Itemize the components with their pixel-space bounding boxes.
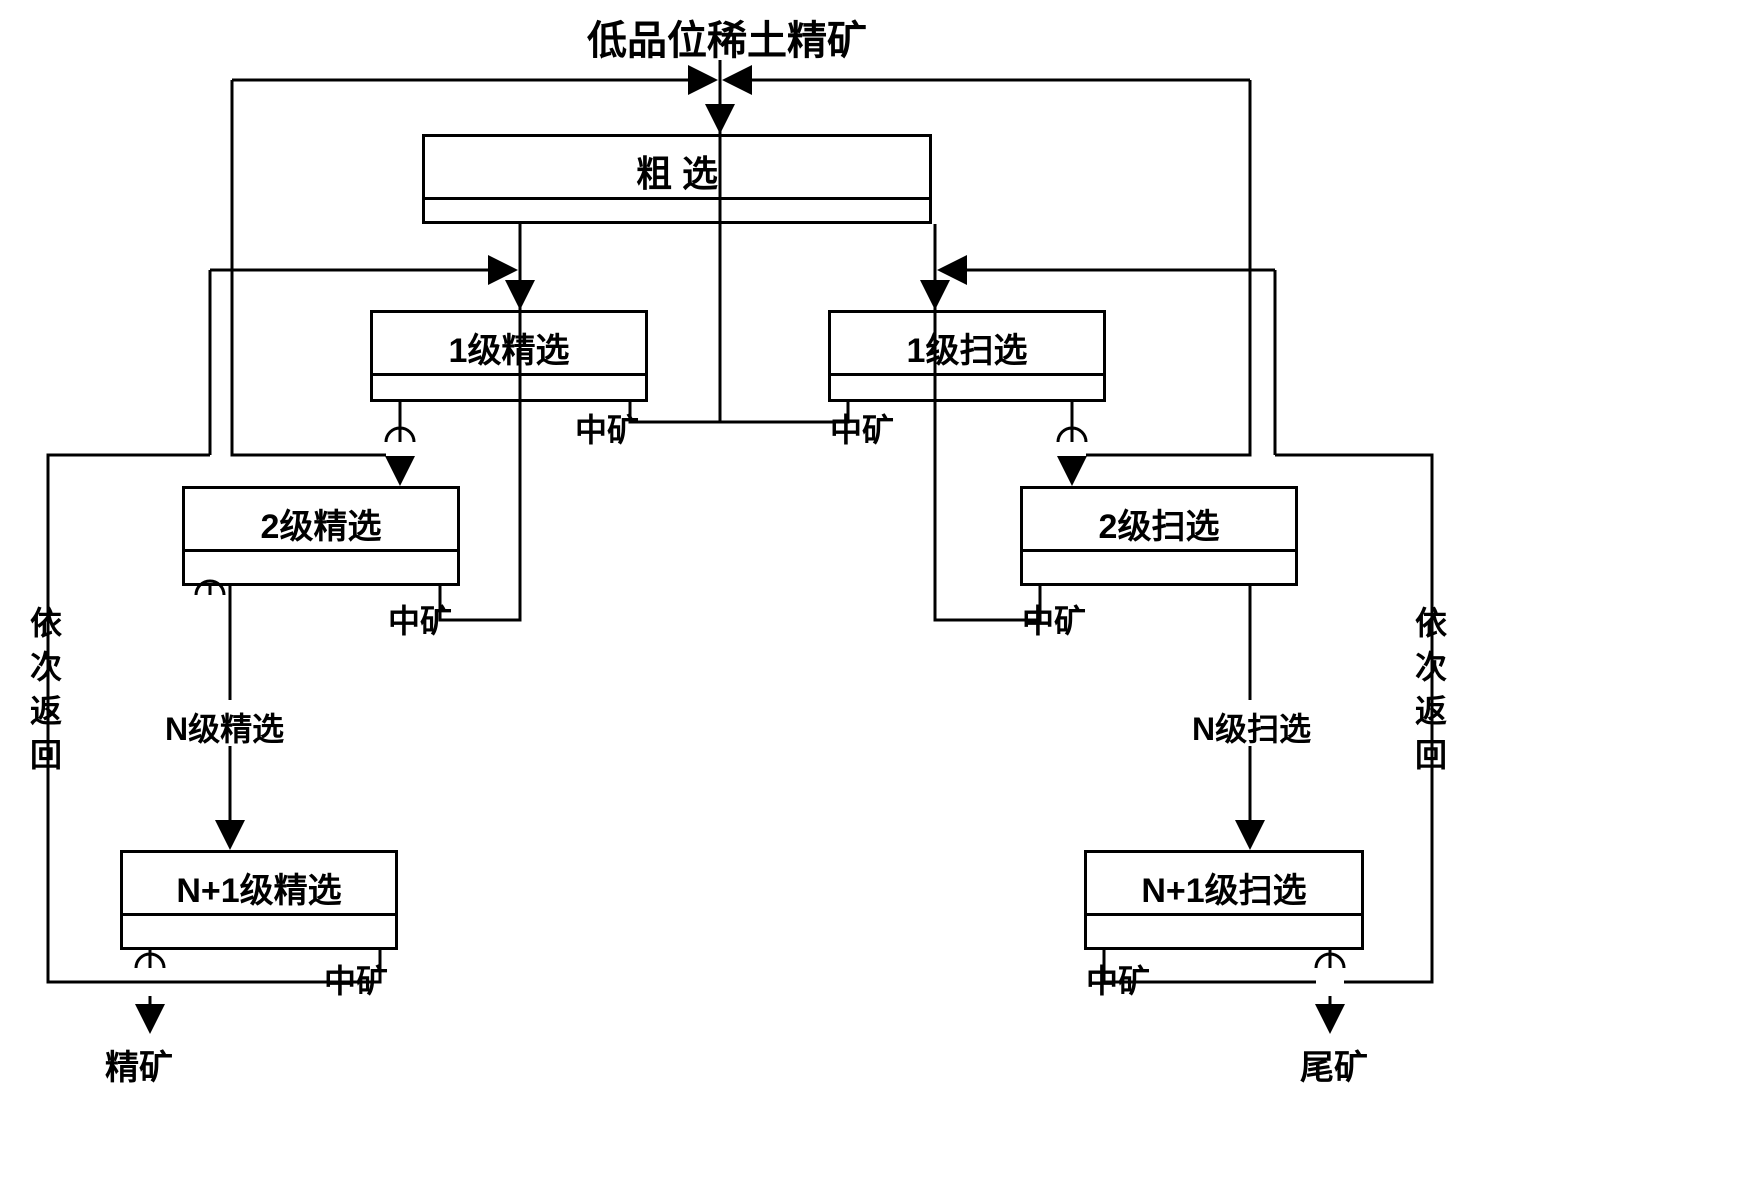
label-middle2L: 中矿	[388, 596, 452, 642]
box-rough: 粗 选	[422, 134, 932, 224]
label-returnLeftL2: 次	[30, 642, 62, 688]
box-cleanN1: N+1级精选	[120, 850, 398, 950]
flowchart-diagram: 低品位稀土精矿 粗 选 1级精选 1级扫选 2级精选 2级扫选 N+1级精选 N…	[0, 0, 1744, 1192]
box-cleanN1-label: N+1级精选	[123, 863, 395, 912]
label-returnRightL1: 依	[1415, 598, 1447, 644]
label-cleanN: N级精选	[165, 704, 284, 750]
label-returnRightL2: 次	[1415, 642, 1447, 688]
diagram-title: 低品位稀土精矿	[587, 8, 867, 66]
box-scanN1: N+1级扫选	[1084, 850, 1364, 950]
label-returnLeftL3: 返	[30, 686, 62, 732]
box-clean1-label: 1级精选	[373, 323, 645, 372]
label-returnRightL4: 回	[1415, 730, 1447, 776]
label-returnLeftL1: 依	[30, 598, 62, 644]
box-scan1-divider	[831, 373, 1103, 376]
box-clean1: 1级精选	[370, 310, 648, 402]
label-scanN: N级扫选	[1192, 704, 1311, 750]
box-clean2-label: 2级精选	[185, 499, 457, 548]
label-middle1R: 中矿	[830, 405, 894, 451]
box-scanN1-divider	[1087, 913, 1361, 916]
box-clean2-divider	[185, 549, 457, 552]
label-middleN1L: 中矿	[324, 956, 388, 1002]
label-concentrate: 精矿	[105, 1040, 173, 1089]
box-cleanN1-divider	[123, 913, 395, 916]
box-scan2-divider	[1023, 549, 1295, 552]
box-scan2-label: 2级扫选	[1023, 499, 1295, 548]
label-returnRightL3: 返	[1415, 686, 1447, 732]
label-tailings: 尾矿	[1300, 1040, 1368, 1089]
label-middleN1R: 中矿	[1086, 956, 1150, 1002]
label-middle2R: 中矿	[1022, 596, 1086, 642]
box-rough-divider	[425, 197, 929, 200]
box-clean1-divider	[373, 373, 645, 376]
box-scan1-label: 1级扫选	[831, 323, 1103, 372]
label-returnLeftL4: 回	[30, 730, 62, 776]
label-middle1L: 中矿	[575, 405, 639, 451]
box-scanN1-label: N+1级扫选	[1087, 863, 1361, 912]
box-scan2: 2级扫选	[1020, 486, 1298, 586]
box-rough-label: 粗 选	[425, 145, 929, 197]
box-scan1: 1级扫选	[828, 310, 1106, 402]
box-clean2: 2级精选	[182, 486, 460, 586]
